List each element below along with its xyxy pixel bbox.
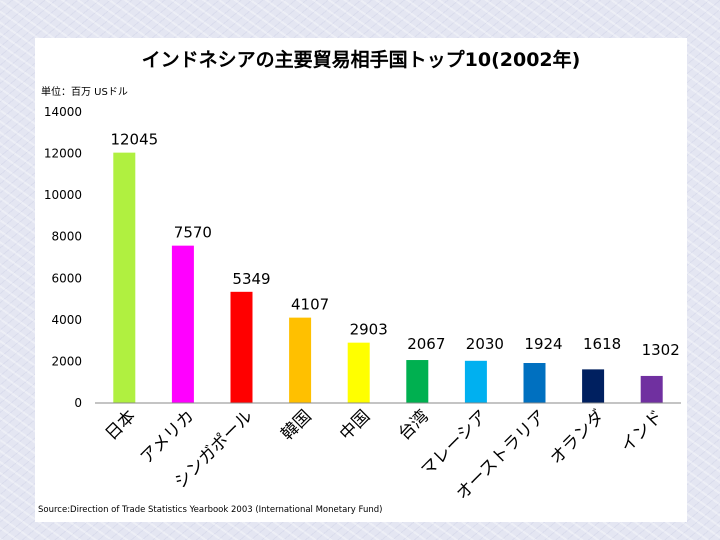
bar	[289, 317, 312, 403]
bar	[113, 152, 136, 403]
data-label: 1924	[524, 335, 562, 353]
category-label: 日本	[102, 406, 140, 444]
bar	[464, 360, 487, 403]
data-label: 1302	[642, 341, 680, 359]
chart-panel: インドネシアの主要貿易相手国トップ10(2002年) 単位：百万 USドル 0 2…	[35, 38, 687, 522]
data-label: 5349	[232, 270, 270, 288]
data-label: 2030	[466, 335, 504, 353]
bar	[347, 342, 370, 403]
chart-title: インドネシアの主要貿易相手国トップ10(2002年)	[142, 48, 581, 71]
data-label: 12045	[110, 131, 158, 149]
bar	[523, 363, 546, 403]
bar	[230, 291, 253, 403]
bar-chart: インドネシアの主要貿易相手国トップ10(2002年) 単位：百万 USドル 0 2…	[38, 48, 681, 515]
y-tick-label: 14000	[44, 105, 82, 119]
y-tick-label: 4000	[51, 313, 82, 327]
y-tick-label: 0	[74, 396, 82, 410]
category-label: オランダ	[546, 406, 608, 468]
y-tick-label: 12000	[44, 147, 82, 161]
unit-label: 単位：百万 USドル	[41, 85, 128, 98]
bar	[171, 245, 194, 403]
bar	[582, 369, 605, 403]
y-tick-label: 10000	[44, 188, 82, 202]
category-label: インド	[617, 406, 667, 456]
data-label: 2067	[407, 335, 445, 353]
data-label: 4107	[291, 296, 329, 314]
data-label: 2903	[350, 321, 388, 339]
data-label: 7570	[174, 224, 212, 242]
y-tick-label: 2000	[51, 354, 82, 368]
bar	[406, 360, 429, 403]
bar	[640, 375, 663, 403]
source-note: Source:Direction of Trade Statistics Yea…	[38, 505, 382, 515]
category-label: 台湾	[395, 406, 433, 444]
category-label: 韓国	[277, 406, 315, 444]
category-label: 中国	[336, 406, 374, 444]
y-tick-label: 6000	[51, 271, 82, 285]
data-label: 1618	[583, 335, 621, 353]
y-tick-label: 8000	[51, 230, 82, 244]
